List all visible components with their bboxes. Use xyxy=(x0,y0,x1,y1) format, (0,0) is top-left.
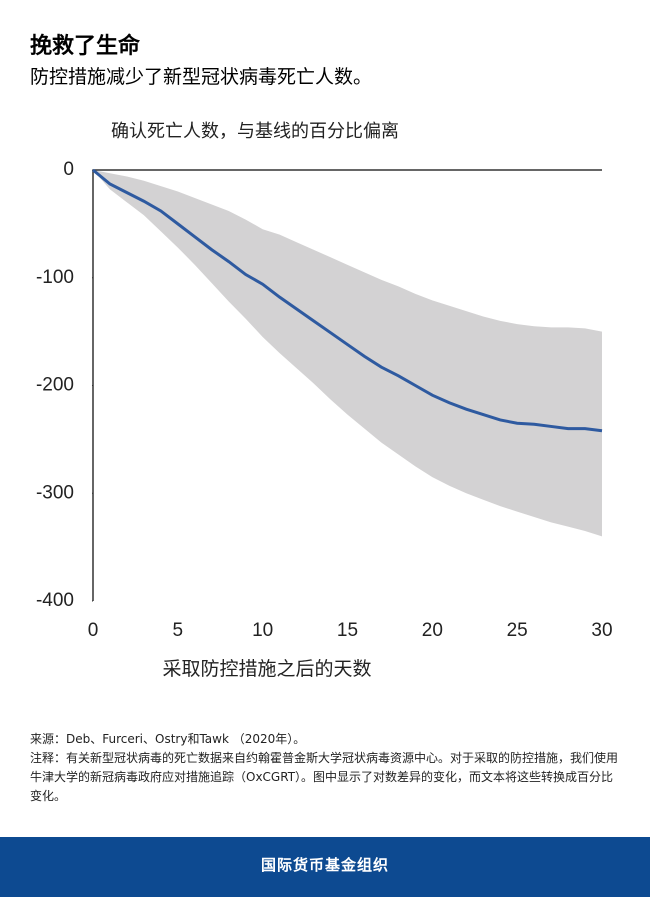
x-axis-label: 采取防控措施之后的天数 xyxy=(162,658,371,680)
x-tick-label: 25 xyxy=(507,620,528,641)
x-tick-label: 20 xyxy=(422,620,443,641)
x-tick-label: 0 xyxy=(88,620,99,641)
source: 来源：Deb、Furceri、Ostry和Tawk （2020年）。 xyxy=(30,732,306,746)
note: 注释：有关新型冠状病毒的死亡数据来自约翰霍普金斯大学冠状病毒资源中心。对于采取的… xyxy=(30,751,619,803)
y-tick-label: -300 xyxy=(36,482,74,503)
notes: 来源：Deb、Furceri、Ostry和Tawk （2020年）。 注释：有关… xyxy=(30,730,620,806)
line xyxy=(92,168,603,433)
x-tick-label: 5 xyxy=(173,620,184,641)
y-tick-label: 0 xyxy=(63,159,74,180)
y-tick-label: -100 xyxy=(36,267,74,288)
x-tick-label: 15 xyxy=(337,620,358,641)
chart: 确认死亡人数，与基线的百分比偏离 采取防控措施之后的天数 0 -100 -200 -3… xyxy=(36,121,613,680)
y-tick-label: -400 xyxy=(36,590,74,611)
x-tick-label: 30 xyxy=(591,620,612,641)
x-tick-label: 10 xyxy=(252,620,273,641)
chart-title: 确认死亡人数，与基线的百分比偏离 xyxy=(111,121,399,141)
confidence-band xyxy=(93,170,602,537)
title: 挽救了生命 xyxy=(30,34,141,59)
footer: 国际货币基金组织 xyxy=(0,837,650,897)
y-tick-label: -200 xyxy=(36,375,74,396)
subtitle: 防控措施减少了新型冠状病毒死亡人数。 xyxy=(30,66,373,88)
